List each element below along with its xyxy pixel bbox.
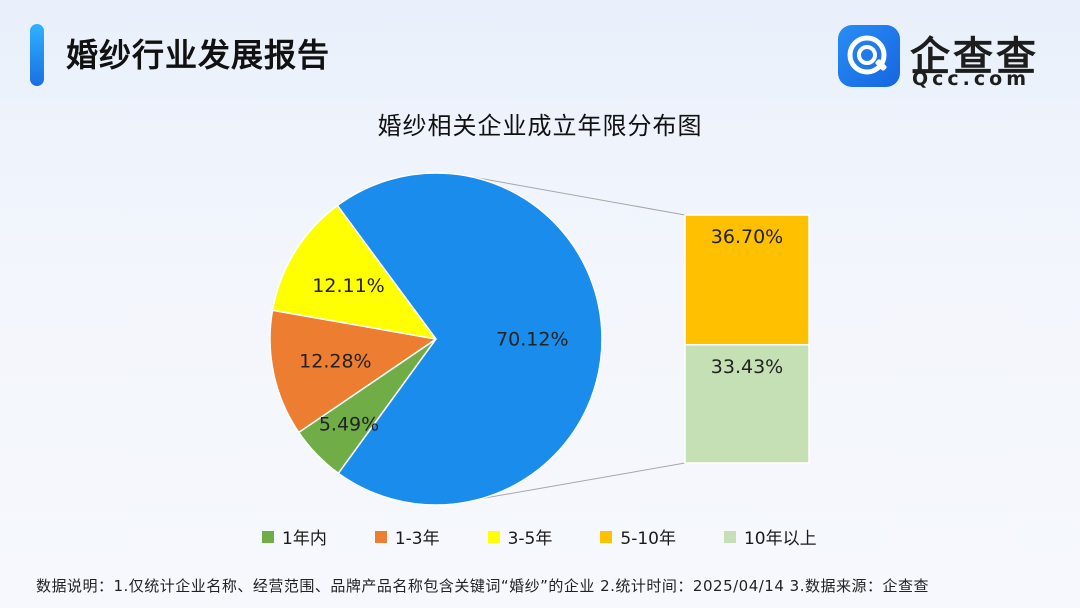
bar-segment-5-10-years bbox=[684, 214, 810, 346]
legend-swatch bbox=[723, 530, 736, 543]
legend: 1年内 1-3年 3-5年 5-10年 10年以上 bbox=[262, 524, 865, 549]
logo-name: 企查查 bbox=[910, 34, 1039, 80]
pie-data-label: 5.49% bbox=[319, 413, 379, 435]
legend-item-3-5-years: 3-5年 bbox=[487, 524, 553, 549]
logo-domain: Qcc.com bbox=[912, 68, 1031, 90]
bar-segment-over-10-years bbox=[684, 344, 810, 464]
legend-item-5-10-years: 5-10年 bbox=[600, 524, 676, 549]
connector-line-bottom bbox=[481, 462, 686, 500]
qcc-logo-icon bbox=[838, 25, 900, 87]
connector-line-top bbox=[470, 176, 686, 216]
pie-data-label: 70.12% bbox=[496, 329, 568, 351]
pie-slice-1-3-years bbox=[269, 309, 438, 434]
bar-data-label: 33.43% bbox=[711, 356, 783, 378]
footnote: 数据说明：1.仅统计企业名称、经营范围、品牌产品名称包含关键词“婚纱”的企业 2… bbox=[36, 577, 929, 595]
legend-swatch bbox=[487, 530, 500, 543]
page-title: 婚纱行业发展报告 bbox=[66, 36, 331, 74]
chart-title: 婚纱相关企业成立年限分布图 bbox=[377, 112, 703, 140]
legend-label: 3-5年 bbox=[507, 529, 553, 549]
legend-swatch bbox=[374, 530, 387, 543]
legend-label: 10年以上 bbox=[743, 529, 817, 549]
legend-item-over-10-years: 10年以上 bbox=[723, 524, 817, 549]
pie-slice-3-5-years bbox=[271, 204, 438, 341]
bar-data-label: 36.70% bbox=[711, 226, 783, 248]
legend-item-under-1-year: 1年内 bbox=[262, 524, 327, 549]
legend-label: 5-10年 bbox=[620, 529, 676, 549]
pie-data-label: 12.28% bbox=[299, 351, 371, 373]
legend-item-1-3-years: 1-3年 bbox=[374, 524, 440, 549]
legend-swatch bbox=[262, 530, 274, 543]
title-accent-bar bbox=[30, 24, 44, 86]
legend-label: 1年内 bbox=[282, 529, 327, 549]
legend-swatch bbox=[600, 530, 613, 543]
legend-label: 1-3年 bbox=[394, 529, 440, 549]
pie-slice-over-5-years bbox=[336, 172, 603, 506]
pie-data-label: 12.11% bbox=[312, 275, 384, 297]
